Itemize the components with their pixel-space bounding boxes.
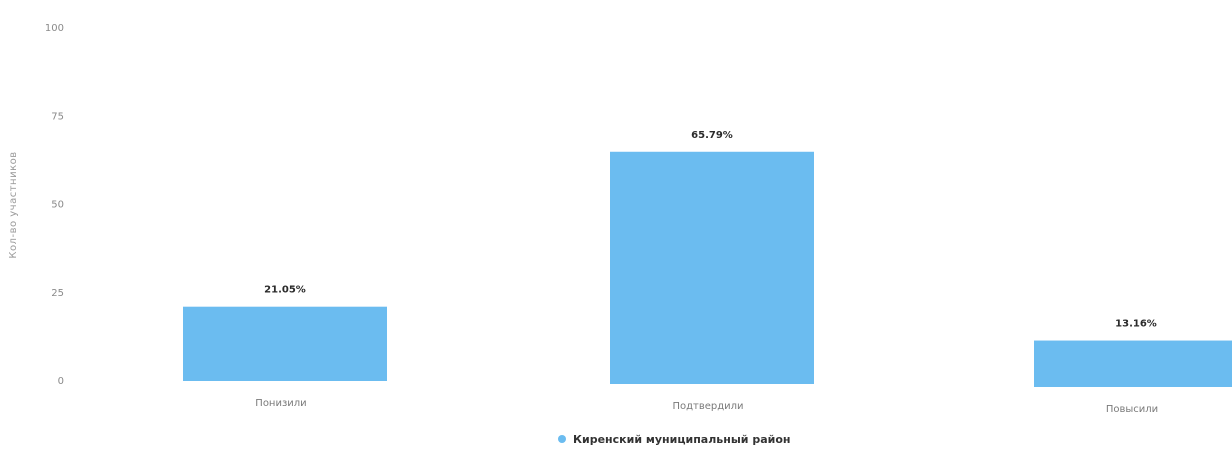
data-labels-group: 21.05% 65.79% 13.16% xyxy=(264,130,1157,330)
bar-value-label: 65.79% xyxy=(691,130,733,141)
x-axis-labels: Понизили Подтвердили Повысили xyxy=(255,398,1158,415)
bar-value-label: 13.16% xyxy=(1115,319,1157,330)
y-tick-label: 25 xyxy=(51,288,64,299)
bar-value-label: 21.05% xyxy=(264,285,306,296)
x-category-label: Повысили xyxy=(1106,404,1158,415)
bars-group xyxy=(183,151,1232,387)
legend-marker xyxy=(558,435,566,443)
y-axis-title-group: Кол-во участников xyxy=(8,151,19,258)
legend-label[interactable]: Киренский муниципальный район xyxy=(573,433,790,446)
y-tick-label: 50 xyxy=(51,200,64,211)
bar[interactable] xyxy=(183,306,387,381)
y-tick-label: 75 xyxy=(51,111,64,122)
bar[interactable] xyxy=(610,151,814,384)
x-category-label: Подтвердили xyxy=(672,401,743,412)
y-axis-title: Кол-во участников xyxy=(8,151,19,258)
y-tick-label: 100 xyxy=(45,23,64,34)
bar[interactable] xyxy=(1034,340,1232,387)
x-category-label: Понизили xyxy=(255,398,306,409)
y-tick-label: 0 xyxy=(58,376,64,387)
legend[interactable]: Киренский муниципальный район xyxy=(558,433,790,446)
y-axis-ticks: 0 25 50 75 100 xyxy=(45,23,64,387)
